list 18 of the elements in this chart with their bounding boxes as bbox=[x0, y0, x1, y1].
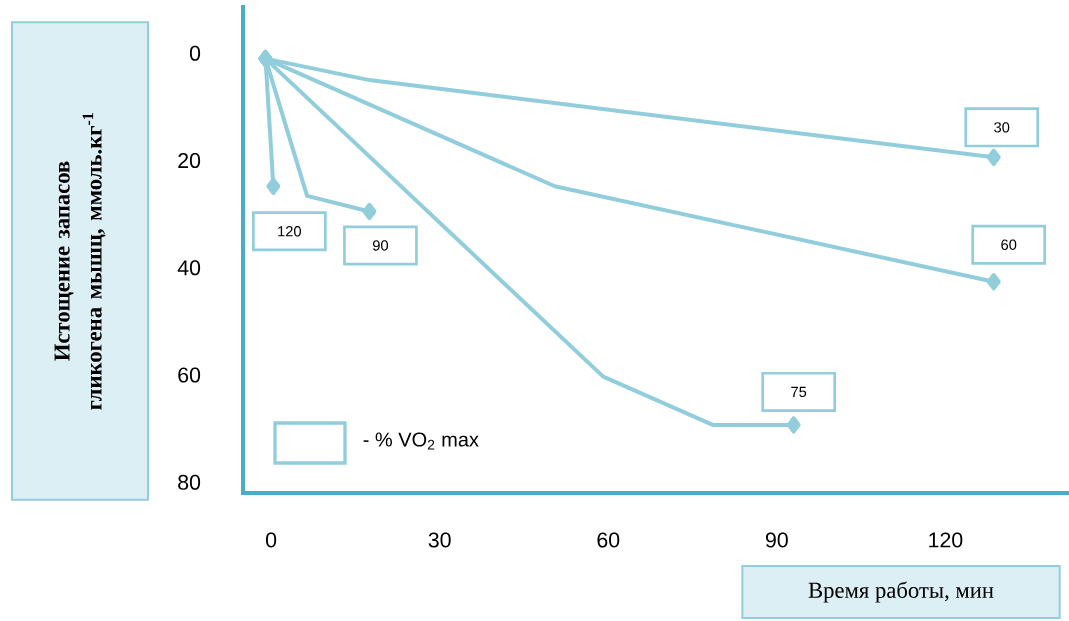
y-tick-label: 40 bbox=[177, 260, 201, 276]
x-axis-title: Время работы, мин bbox=[808, 581, 994, 603]
text: 120 bbox=[278, 226, 301, 237]
y-tick-label: 0 bbox=[189, 45, 201, 61]
series-label: 30 bbox=[994, 122, 1010, 133]
x-tick-label: 0 bbox=[266, 532, 277, 548]
x-tick-label: 90 bbox=[765, 532, 788, 548]
y-tick-label: 80 bbox=[178, 474, 201, 490]
y-axis-title: Истощение запасов гликогена мышц, ммоль.кг$^{-1}$ bbox=[54, 113, 106, 410]
y-tick-label: 60 bbox=[178, 367, 201, 383]
series-label: 75 bbox=[791, 386, 807, 398]
series-label: 90 bbox=[372, 240, 388, 251]
x-tick-label: 120 bbox=[929, 532, 963, 548]
x-tick-label: 60 bbox=[597, 532, 620, 548]
annotation: - % VO$_{2}$ max bbox=[363, 432, 479, 450]
x-tick-label: 30 bbox=[428, 532, 451, 548]
series-label: 60 bbox=[1001, 239, 1017, 250]
y-tick-label: 20 bbox=[178, 152, 201, 169]
